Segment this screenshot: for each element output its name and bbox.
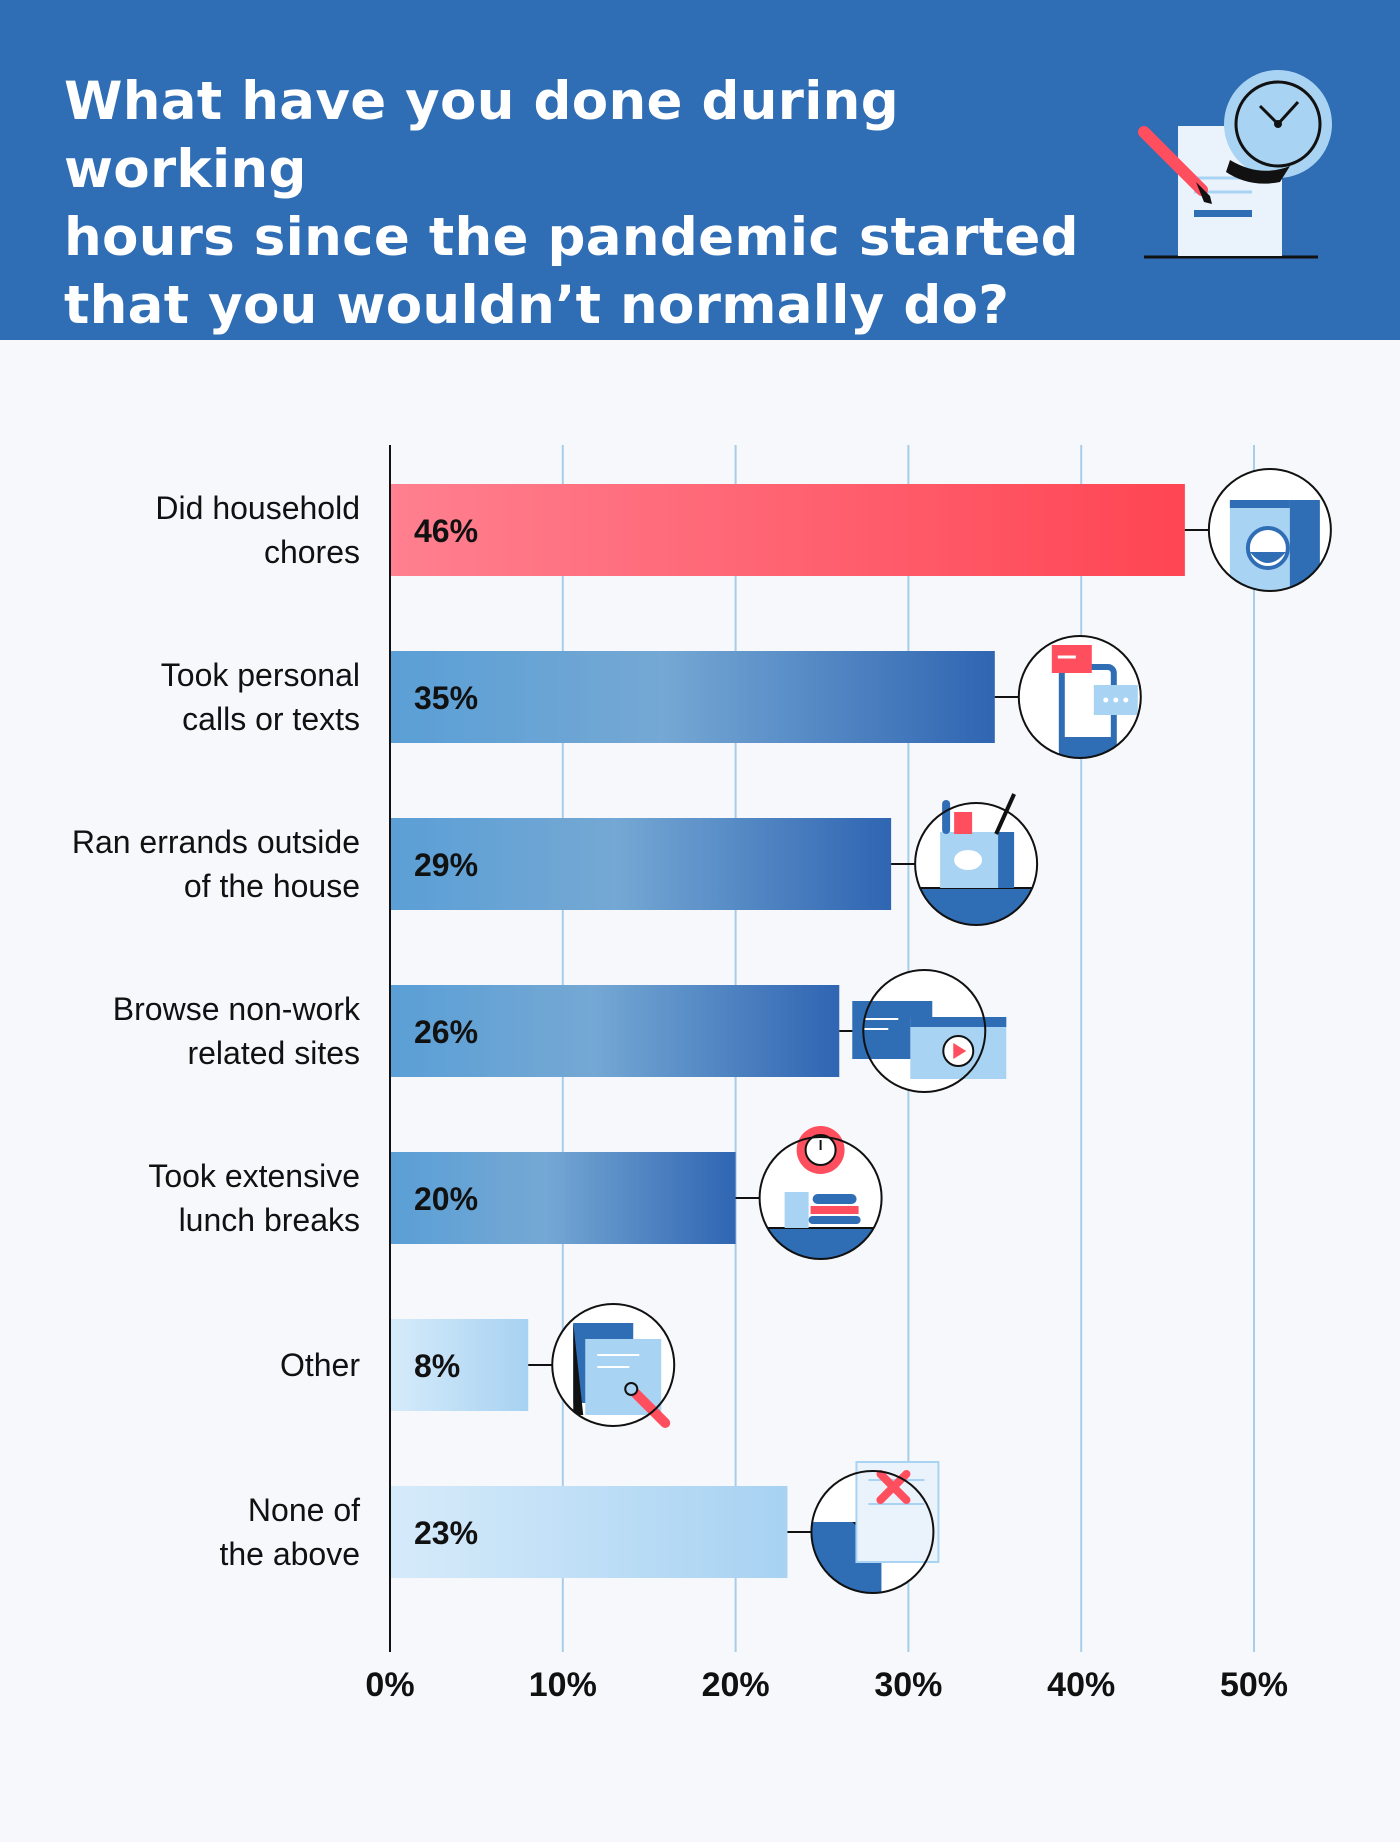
- category-label: Did household: [155, 490, 360, 526]
- x-axis-ticks: 0% 10% 20% 30% 40% 50%: [365, 1666, 1288, 1704]
- bar: [390, 818, 892, 910]
- category-labels: Did household chores Took personal calls or…: [72, 490, 361, 1572]
- category-label: Browse non-work: [113, 991, 361, 1027]
- washing-machine-icon: [1207, 468, 1332, 592]
- title-line-2: hours since the pandemic started: [64, 207, 1079, 268]
- title-line-1: What have you done during working: [64, 71, 899, 200]
- category-label: chores: [264, 534, 360, 570]
- category-label: Ran errands outside: [72, 824, 360, 860]
- category-label: related sites: [187, 1035, 360, 1071]
- bar-value-label: 35%: [414, 680, 478, 716]
- document-cross-icon: [810, 1461, 940, 1594]
- bar: [390, 985, 840, 1077]
- x-tick-label: 50%: [1220, 1666, 1288, 1704]
- grocery-bag-icon: [914, 793, 1039, 926]
- bar: [390, 1486, 788, 1578]
- header-banner: What have you done during working hours …: [0, 0, 1400, 340]
- bar-value-label: 8%: [414, 1348, 460, 1384]
- category-label: lunch breaks: [179, 1202, 360, 1238]
- x-tick-label: 40%: [1047, 1666, 1115, 1704]
- bar-value-label: 23%: [414, 1515, 478, 1551]
- x-tick-label: 20%: [702, 1666, 770, 1704]
- bar: [390, 484, 1185, 576]
- category-label: Took personal: [161, 657, 360, 693]
- category-label: Other: [280, 1347, 360, 1383]
- bar: [390, 1319, 529, 1411]
- category-label: of the house: [184, 868, 360, 904]
- bar: [390, 1152, 736, 1244]
- category-label: Took extensive: [148, 1158, 360, 1194]
- title-line-3: that you wouldn’t normally do?: [64, 275, 1010, 336]
- phone-messages-icon: [1017, 635, 1142, 759]
- bar-value-label: 26%: [414, 1014, 478, 1050]
- document-search-icon: [551, 1303, 676, 1428]
- x-tick-label: 0%: [365, 1666, 414, 1704]
- bar-value-label: 46%: [414, 513, 478, 549]
- lunch-clock-icon: [758, 1126, 883, 1260]
- clock-document-icon: [1138, 70, 1332, 259]
- x-tick-label: 30%: [874, 1666, 942, 1704]
- bar-value-label: 29%: [414, 847, 478, 883]
- category-label: calls or texts: [182, 701, 360, 737]
- chart-title: What have you done during working hours …: [64, 68, 1124, 340]
- category-label: the above: [219, 1536, 360, 1572]
- bars: 46% 35% 29% 26% 20% 8% 23%: [390, 484, 1185, 1578]
- category-label: None of: [248, 1492, 360, 1528]
- bar: [390, 651, 995, 743]
- bar-chart: 46% 35% 29% 26% 20% 8% 23% Did household chores…: [72, 445, 1332, 1704]
- x-tick-label: 10%: [529, 1666, 597, 1704]
- chart-area: 46% 35% 29% 26% 20% 8% 23% Did household chores…: [0, 340, 1400, 1837]
- browser-windows-icon: [852, 969, 1007, 1093]
- bar-value-label: 20%: [414, 1181, 478, 1217]
